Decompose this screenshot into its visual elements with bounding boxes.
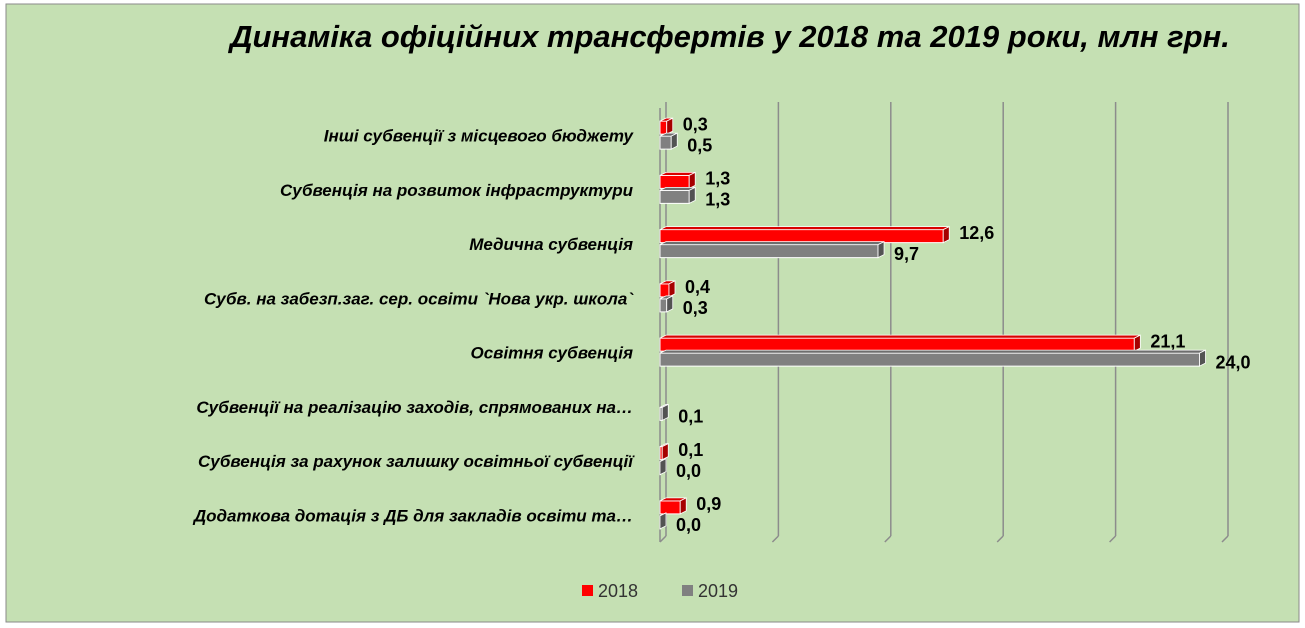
grid-line-floor bbox=[771, 535, 779, 543]
legend-swatch bbox=[582, 585, 593, 596]
category-label: Субвенції на реалізацію заходів, спрямов… bbox=[196, 398, 633, 417]
bar-end bbox=[1199, 349, 1206, 367]
bar-end bbox=[668, 280, 676, 298]
bar-end bbox=[659, 512, 667, 530]
bar-top bbox=[659, 226, 950, 231]
grid-line-floor bbox=[996, 535, 1004, 543]
bar-end bbox=[688, 171, 696, 190]
bar bbox=[659, 120, 668, 135]
value-label: 0,3 bbox=[683, 298, 708, 318]
bar-end bbox=[666, 295, 674, 313]
bar-top bbox=[659, 349, 1206, 354]
bar-end bbox=[942, 225, 950, 244]
grid-line-floor bbox=[884, 535, 892, 543]
bar-end bbox=[670, 132, 678, 150]
bar-end bbox=[688, 186, 696, 205]
grid-line-floor bbox=[1221, 535, 1229, 543]
bar-end bbox=[666, 117, 674, 135]
legend-label: 2018 bbox=[598, 581, 638, 601]
grid-line-floor bbox=[1109, 535, 1117, 543]
category-label: Субв. на забезп.заг. сер. освіти `Нова у… bbox=[204, 289, 634, 308]
category-label: Субвенція на розвиток інфраструктури bbox=[280, 181, 634, 200]
chart-background bbox=[5, 3, 1300, 623]
bar bbox=[659, 337, 1135, 352]
value-label: 1,3 bbox=[705, 169, 730, 189]
category-label: Медична субвенція bbox=[469, 235, 633, 254]
bar bbox=[659, 244, 879, 259]
bar bbox=[659, 229, 944, 244]
value-label: 0,0 bbox=[676, 515, 701, 535]
value-label: 0,1 bbox=[678, 407, 703, 427]
bar bbox=[659, 500, 681, 515]
bar-end bbox=[877, 240, 885, 259]
grid-line-floor bbox=[659, 535, 667, 543]
value-label: 24,0 bbox=[1216, 352, 1251, 372]
bar bbox=[659, 135, 672, 150]
legend-label: 2019 bbox=[698, 581, 738, 601]
bar-top bbox=[659, 241, 885, 246]
bar-end bbox=[659, 457, 667, 476]
legend-swatch bbox=[682, 585, 693, 596]
value-label: 9,7 bbox=[894, 244, 919, 264]
value-label: 1,3 bbox=[705, 190, 730, 210]
value-label: 0,4 bbox=[685, 277, 710, 297]
bar bbox=[659, 352, 1201, 367]
bar-end bbox=[679, 497, 687, 515]
bar bbox=[659, 174, 690, 189]
bar bbox=[659, 298, 668, 313]
category-label: Освітня субвенція bbox=[471, 344, 634, 363]
value-label: 0,1 bbox=[678, 440, 703, 460]
value-label: 0,0 bbox=[676, 461, 701, 481]
category-label: Субвенція за рахунок залишку освітньої с… bbox=[198, 452, 635, 471]
value-label: 12,6 bbox=[959, 223, 994, 243]
value-label: 0,9 bbox=[696, 494, 721, 514]
bar-end bbox=[661, 403, 669, 422]
value-label: 21,1 bbox=[1150, 331, 1185, 351]
bar-top bbox=[659, 334, 1141, 339]
category-label: Інші субвенції з місцевого бюджету bbox=[324, 127, 635, 146]
value-label: 0,5 bbox=[687, 135, 712, 155]
value-label: 0,3 bbox=[683, 114, 708, 134]
category-label: Додаткова дотація з ДБ для закладів осві… bbox=[192, 506, 633, 525]
chart-title: Динаміка офіційних трансфертів у 2018 та… bbox=[230, 19, 1230, 54]
bar bbox=[659, 283, 670, 298]
bar-end bbox=[1133, 334, 1141, 352]
bar bbox=[659, 189, 690, 204]
bar-end bbox=[661, 442, 669, 461]
